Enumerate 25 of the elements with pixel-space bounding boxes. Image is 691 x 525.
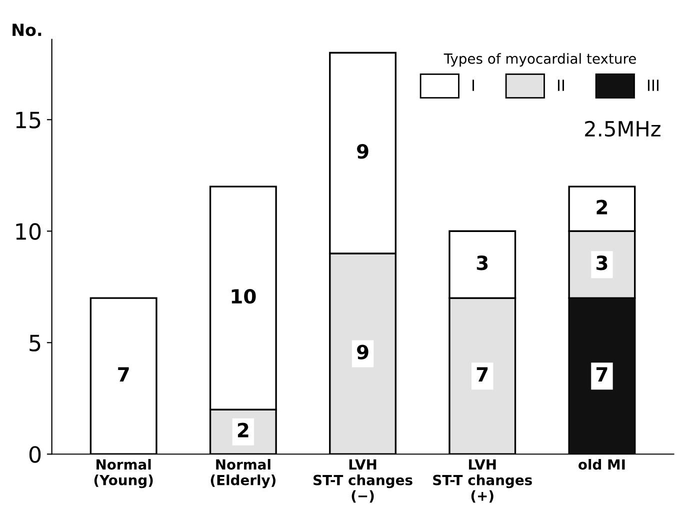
data-label: 9 — [357, 344, 368, 360]
x-tick-label: Normal (Young) — [94, 458, 153, 488]
legend-label: III — [648, 80, 658, 91]
x-tick-label: LVH ST-T changes (−) — [314, 459, 412, 503]
y-axis-title: No. — [12, 24, 42, 36]
y-tick-label: 5 — [30, 334, 40, 352]
y-tick-label: 15 — [16, 112, 40, 128]
legend-label: I — [472, 80, 474, 91]
legend-title: Types of myocardial texture — [444, 53, 636, 67]
data-label: 3 — [596, 256, 608, 270]
x-tick-label: old MI — [578, 458, 625, 470]
annotation: 2.5MHz — [585, 120, 660, 137]
data-label: 9 — [357, 144, 368, 159]
y-tick-label: 0 — [29, 446, 41, 463]
data-label: 7 — [596, 367, 608, 382]
data-label: 3 — [476, 256, 488, 270]
legend-label: II — [558, 80, 564, 91]
data-label: 2 — [596, 200, 608, 214]
data-label: 7 — [476, 367, 488, 382]
x-tick-label: Normal (Elderly) — [210, 458, 276, 488]
x-tick-label: LVH ST-T changes (+) — [433, 459, 532, 503]
data-label: 2 — [238, 422, 248, 438]
y-tick-label: 10 — [16, 223, 41, 240]
data-label: 10 — [232, 288, 256, 304]
data-label: 7 — [118, 367, 129, 382]
